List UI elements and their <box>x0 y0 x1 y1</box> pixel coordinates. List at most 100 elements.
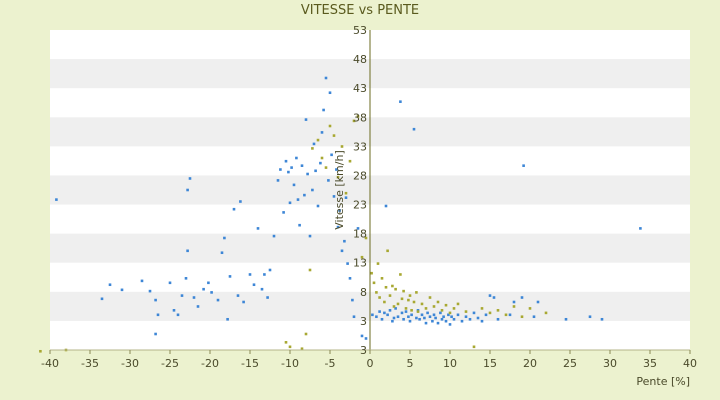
x-tick-label: 10 <box>443 357 457 370</box>
data-point <box>448 323 452 326</box>
data-point <box>352 119 356 123</box>
data-point <box>148 289 152 293</box>
data-point <box>154 298 157 302</box>
data-point <box>383 300 386 304</box>
data-point <box>327 179 330 182</box>
data-point <box>399 273 402 276</box>
data-point <box>236 294 240 297</box>
data-points <box>39 76 642 353</box>
x-tick-label: -10 <box>281 357 299 370</box>
data-point <box>639 227 642 230</box>
data-point <box>316 138 320 142</box>
data-point <box>488 294 492 297</box>
data-point <box>140 279 144 283</box>
data-point <box>384 204 388 208</box>
data-point <box>392 305 396 308</box>
y-tick-label: 28 <box>353 169 367 182</box>
data-point <box>120 288 124 292</box>
data-point <box>276 179 280 182</box>
data-point <box>388 294 392 297</box>
data-point <box>272 234 276 238</box>
data-point <box>391 284 394 288</box>
data-point <box>388 309 392 312</box>
x-tick-label: 25 <box>563 357 577 370</box>
x-tick-label: 5 <box>407 357 414 370</box>
data-point <box>484 313 488 317</box>
data-point <box>220 251 224 255</box>
data-point <box>108 283 112 287</box>
data-point <box>440 317 444 321</box>
data-point <box>328 124 332 128</box>
data-point <box>290 166 293 169</box>
x-tick-label: -15 <box>241 357 259 370</box>
x-tick-label: -5 <box>325 357 336 370</box>
data-point <box>242 300 245 304</box>
data-point <box>320 131 324 134</box>
data-point <box>400 311 404 315</box>
data-point <box>544 311 548 315</box>
data-point <box>508 313 512 317</box>
x-tick-label: 0 <box>367 357 374 370</box>
data-point <box>311 147 314 150</box>
y-tick-label: 13 <box>353 257 367 270</box>
data-point <box>340 145 344 148</box>
data-point <box>412 127 416 131</box>
y-tick-label: 38 <box>353 111 367 124</box>
data-point <box>512 305 516 308</box>
data-point <box>376 262 380 265</box>
data-point <box>186 249 189 253</box>
data-point <box>400 297 404 301</box>
data-point <box>434 316 437 320</box>
data-point <box>364 337 368 340</box>
data-point <box>344 196 348 199</box>
data-point <box>408 319 412 323</box>
data-point <box>384 285 388 289</box>
data-point <box>431 319 434 323</box>
data-point <box>402 317 405 321</box>
x-tick-label: -30 <box>121 357 139 370</box>
x-tick-label: -35 <box>81 357 99 370</box>
x-tick-label: -20 <box>201 357 219 370</box>
data-point <box>432 305 436 308</box>
data-point <box>415 291 418 294</box>
data-point <box>336 225 340 229</box>
data-point <box>392 316 396 320</box>
y-tick-label: 33 <box>353 140 367 153</box>
data-point <box>196 305 200 308</box>
data-point <box>338 209 341 212</box>
data-point <box>375 291 378 294</box>
data-point <box>391 319 394 323</box>
data-point <box>223 236 226 240</box>
data-point <box>228 275 232 278</box>
data-point <box>266 296 269 299</box>
data-point <box>348 277 352 280</box>
data-point <box>295 156 298 160</box>
data-point <box>452 317 456 321</box>
data-point <box>378 310 381 313</box>
data-point <box>492 296 496 299</box>
data-point <box>252 283 256 287</box>
data-point <box>296 198 300 201</box>
data-point <box>396 302 400 306</box>
data-point <box>336 175 340 179</box>
y-axis-title: Vitesse [km/h] <box>333 150 346 230</box>
data-point <box>360 334 364 338</box>
y-tick-label: 53 <box>353 24 367 37</box>
data-point <box>287 170 290 174</box>
data-point <box>480 319 484 323</box>
data-point <box>172 309 176 312</box>
data-point <box>444 319 448 323</box>
data-point <box>464 310 468 313</box>
data-point <box>428 315 432 319</box>
x-tick-label: 40 <box>683 357 697 370</box>
data-point <box>512 300 516 304</box>
data-point <box>394 307 397 310</box>
data-point <box>340 249 344 253</box>
x-tick-label: -25 <box>161 357 179 370</box>
data-point <box>207 281 210 285</box>
x-tick-label: -40 <box>41 357 59 370</box>
data-point <box>288 345 292 349</box>
x-tick-labels: -40 -35 -30 -25 -20 -15 -10 -5 0 5 10 15 20 25 30 35 40 <box>41 350 697 370</box>
data-point <box>450 315 453 319</box>
